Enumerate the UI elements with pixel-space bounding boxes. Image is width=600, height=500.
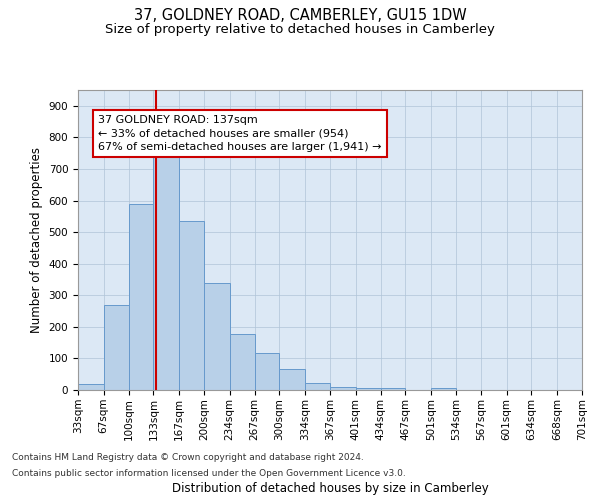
- Bar: [330, 387, 356, 390]
- Bar: [305, 383, 330, 390]
- Text: Size of property relative to detached houses in Camberley: Size of property relative to detached ho…: [105, 22, 495, 36]
- Bar: [204, 282, 230, 390]
- Bar: [254, 352, 280, 390]
- Bar: [78, 384, 104, 390]
- Text: Contains HM Land Registry data © Crown copyright and database right 2024.: Contains HM Land Registry data © Crown c…: [12, 454, 364, 462]
- Text: Contains public sector information licensed under the Open Government Licence v3: Contains public sector information licen…: [12, 468, 406, 477]
- Text: 37, GOLDNEY ROAD, CAMBERLEY, GU15 1DW: 37, GOLDNEY ROAD, CAMBERLEY, GU15 1DW: [134, 8, 466, 22]
- Text: Distribution of detached houses by size in Camberley: Distribution of detached houses by size …: [172, 482, 488, 495]
- Bar: [179, 221, 204, 390]
- Bar: [104, 304, 128, 390]
- Bar: [280, 370, 305, 390]
- Bar: [230, 334, 254, 390]
- Bar: [128, 204, 154, 390]
- Text: 37 GOLDNEY ROAD: 137sqm
← 33% of detached houses are smaller (954)
67% of semi-d: 37 GOLDNEY ROAD: 137sqm ← 33% of detache…: [98, 116, 382, 152]
- Bar: [380, 388, 406, 390]
- Y-axis label: Number of detached properties: Number of detached properties: [30, 147, 43, 333]
- Bar: [154, 156, 179, 390]
- Bar: [356, 388, 380, 390]
- Bar: [431, 388, 456, 390]
